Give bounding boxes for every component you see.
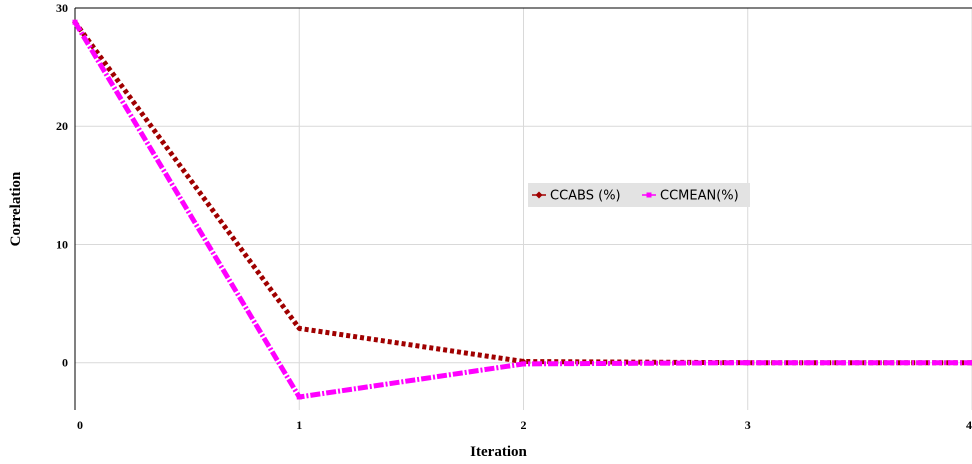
legend-box	[528, 183, 750, 207]
x-tick-label: 4	[966, 418, 972, 432]
legend-label: CCABS (%)	[550, 189, 621, 204]
series-2-point	[72, 19, 78, 25]
series-2-point	[521, 361, 526, 367]
legend-label: CCMEAN(%)	[660, 189, 739, 204]
series-2-point	[296, 394, 302, 400]
y-tick-label: 0	[62, 356, 68, 370]
series-2-point	[745, 360, 751, 366]
x-tick-label: 2	[521, 418, 527, 432]
y-axis-title: Correlation	[8, 171, 24, 246]
y-tick-label: 10	[56, 237, 68, 251]
series-1-point	[296, 325, 303, 332]
y-tick-label: 30	[56, 1, 68, 15]
series-2-point	[969, 360, 972, 366]
y-tick-label: 20	[56, 119, 68, 133]
x-tick-label: 1	[296, 418, 302, 432]
x-axis-title: Iteration	[470, 444, 527, 460]
legend-swatch-marker	[535, 191, 543, 199]
x-tick-label: 0	[77, 418, 83, 432]
legend-swatch-marker	[646, 192, 652, 198]
x-tick-label: 3	[745, 418, 751, 432]
